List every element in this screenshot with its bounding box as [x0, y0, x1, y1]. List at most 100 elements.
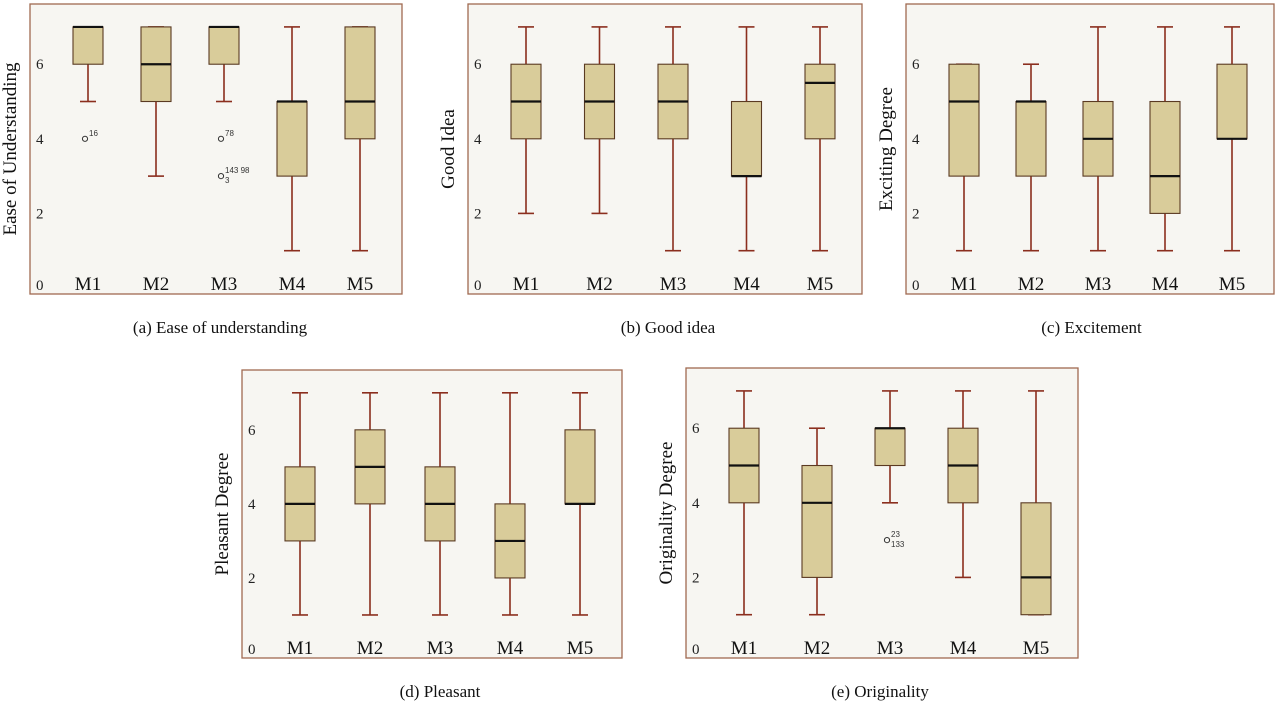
chart-panel-ease-of-understanding: 0 2 4 6 Ease of Understanding 16 M1 M2 78 143 98 3…	[0, 0, 420, 340]
x-tick-label: M5	[567, 638, 593, 659]
chart-panel-good-idea: 0 2 4 6 Good Idea M1 M2 M3 M4 M5 (b) Good idea	[438, 0, 870, 340]
y-tick-label: 6	[36, 57, 44, 73]
box-m5: M5	[1216, 26, 1248, 295]
x-tick-label: M3	[877, 638, 903, 659]
chart-panel-originality: 0 2 4 6 Originality Degree M1 M2 23 133 M3 M4 M5 (e…	[656, 364, 1080, 709]
x-tick-label: M5	[347, 274, 373, 295]
x-tick-label: M1	[951, 274, 977, 295]
x-tick-label: M4	[733, 274, 760, 295]
chart-panel-excitement: 0 2 4 6 Exciting Degree M1 M2 M3 M4 M5 (c) Excite…	[876, 0, 1283, 340]
outlier-label: 23	[891, 530, 900, 539]
chart-svg-d: 0 2 4 6 Pleasant Degree M1 M2 M3 M4 M5	[212, 369, 623, 659]
box-iqr	[564, 429, 596, 505]
box-m3: 78 143 983 M3	[208, 25, 250, 295]
outlier-point	[217, 135, 225, 142]
x-tick-label: M5	[1219, 274, 1245, 295]
x-tick-label: M4	[950, 638, 977, 659]
y-tick-label: 0	[474, 278, 482, 294]
y-tick-label: 6	[912, 57, 920, 73]
chart-caption: (d) Pleasant	[399, 682, 481, 701]
x-tick-label: M4	[1152, 274, 1179, 295]
outlier-point	[81, 135, 89, 142]
x-tick-label: M2	[804, 638, 830, 659]
outlier-label: 3	[225, 176, 230, 185]
y-tick-label: 2	[912, 206, 920, 222]
y-axis-label: Ease of Understanding	[0, 62, 21, 236]
y-tick-label: 4	[36, 132, 44, 148]
y-tick-label: 4	[692, 496, 700, 512]
x-tick-label: M3	[427, 638, 453, 659]
box-m1: M1	[510, 26, 542, 295]
y-axis-label: Pleasant Degree	[212, 453, 233, 576]
x-tick-label: M2	[143, 274, 169, 295]
box-m4: M4	[494, 392, 526, 659]
box-m3: M3	[1082, 26, 1114, 295]
y-axis-label: Originality Degree	[656, 442, 677, 585]
y-tick-label: 4	[912, 132, 920, 148]
y-tick-label: 6	[692, 421, 700, 437]
y-tick-label: 6	[248, 423, 256, 439]
box-iqr	[801, 464, 833, 578]
chart-panel-pleasant: 0 2 4 6 Pleasant Degree M1 M2 M3 M4 M5 (d) Pleasa…	[212, 364, 640, 709]
chart-caption: (a) Ease of understanding	[132, 318, 308, 337]
box-iqr	[72, 26, 104, 65]
chart-svg-a: 0 2 4 6 Ease of Understanding 16 M1 M2 78 143 983…	[0, 3, 403, 295]
y-tick-label: 0	[692, 642, 700, 658]
y-tick-label: 0	[248, 642, 256, 658]
y-tick-label: 2	[36, 206, 44, 222]
box-iqr	[1149, 100, 1181, 214]
x-tick-label: M5	[807, 274, 833, 295]
x-tick-label: M1	[513, 274, 539, 295]
y-tick-label: 2	[692, 570, 700, 586]
box-iqr	[1020, 502, 1052, 616]
y-tick-label: 4	[248, 497, 256, 513]
outlier-label: 16	[89, 129, 98, 138]
box-m2: M2	[801, 427, 833, 659]
x-tick-label: M1	[731, 638, 757, 659]
box-iqr	[874, 427, 906, 467]
y-tick-label: 2	[474, 206, 482, 222]
y-tick-label: 4	[474, 132, 482, 148]
x-tick-label: M1	[75, 274, 101, 295]
outlier-label: 133	[891, 540, 905, 549]
y-tick-label: 0	[912, 278, 920, 294]
x-tick-label: M3	[660, 274, 686, 295]
box-m1: 16 M1	[72, 25, 104, 295]
box-m1: M1	[948, 63, 980, 295]
box-iqr	[1015, 100, 1047, 177]
outlier-point	[217, 173, 225, 180]
x-tick-label: M2	[1018, 274, 1044, 295]
box-iqr	[948, 63, 980, 177]
chart-caption: (e) Originality	[831, 682, 929, 701]
x-tick-label: M2	[586, 274, 612, 295]
box-m5: M5	[344, 26, 376, 295]
box-iqr	[344, 26, 376, 140]
box-m4: M4	[1149, 26, 1181, 295]
box-m2: M2	[583, 26, 616, 295]
box-iqr	[804, 63, 836, 140]
box-iqr	[276, 100, 308, 177]
outlier-point	[883, 537, 891, 544]
box-m2: M2	[1015, 63, 1047, 295]
x-tick-label: M1	[287, 638, 313, 659]
y-tick-label: 6	[474, 57, 482, 73]
box-m5: M5	[804, 26, 836, 295]
chart-caption: (b) Good idea	[620, 318, 716, 337]
box-m3: M3	[657, 26, 689, 295]
box-m4: M4	[947, 390, 979, 659]
y-tick-label: 0	[36, 278, 44, 294]
box-iqr	[208, 26, 240, 65]
x-tick-label: M4	[279, 274, 306, 295]
chart-svg-b: 0 2 4 6 Good Idea M1 M2 M3 M4 M5	[438, 3, 863, 295]
x-tick-label: M3	[211, 274, 237, 295]
box-m2: M2	[354, 392, 386, 659]
box-m1: M1	[284, 392, 316, 659]
plot-frame	[685, 367, 1079, 659]
chart-caption: (c) Excitement	[1041, 318, 1142, 337]
chart-svg-c: 0 2 4 6 Exciting Degree M1 M2 M3 M4 M5	[876, 3, 1275, 295]
outlier-label: 143 98	[225, 166, 250, 175]
box-m4: M4	[276, 26, 308, 295]
x-tick-label: M3	[1085, 274, 1111, 295]
box-m5: M5	[564, 392, 596, 659]
